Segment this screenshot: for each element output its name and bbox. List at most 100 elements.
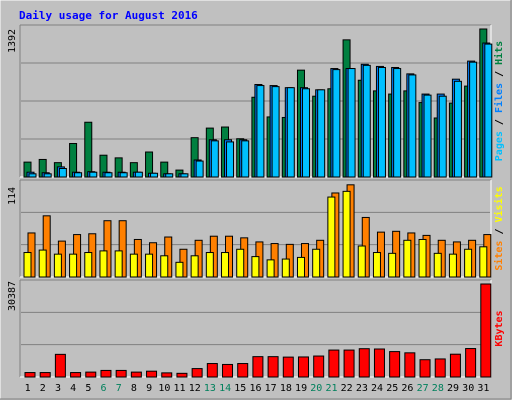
hits-side-label-separator: / [494,65,505,83]
day-label: 11 [174,383,186,394]
kbytes-bar [252,356,264,378]
kbytes-bar [313,355,325,378]
visits-side-label-visits: Visits [493,186,505,222]
pages-bar [317,89,326,178]
pages-bar [484,43,493,178]
sites-bar [357,245,366,278]
sites-bar [388,252,397,278]
sites-bar [53,253,62,278]
day-label: 24 [371,383,383,394]
sites-bar [464,248,473,278]
hits-bar [84,121,93,178]
day-label: 22 [341,383,353,394]
sites-bar [479,246,488,278]
kbytes-panel: 30387 KBytes [7,279,505,378]
day-label: 5 [85,383,91,394]
sites-bar [342,190,351,278]
kbytes-bar [404,352,416,378]
kbytes-bar [161,372,173,378]
day-label: 27 [417,383,429,394]
pages-bar [134,171,143,178]
pages-bar [332,69,341,178]
sites-bar [221,252,230,278]
pages-bar [180,173,189,178]
day-label: 8 [131,383,137,394]
day-label: 18 [280,383,292,394]
hits-side-label-hits: Hits [493,41,505,65]
day-label: 2 [40,383,46,394]
kbytes-bar [373,348,385,378]
day-label: 7 [116,383,122,394]
day-label: 29 [447,383,459,394]
hits-ymax-label: 1392 [7,29,18,53]
sites-bar [448,253,457,278]
hits-side-label-files: Files [493,83,505,113]
day-label: 13 [204,383,216,394]
sites-bar [114,250,123,278]
kbytes-bar [130,371,142,378]
visits-side-label-separator: / [494,222,505,240]
pages-bar [89,171,98,178]
hits-side-label-pages: Pages [494,131,505,161]
visits-side-label: Sites / Visits [493,186,505,270]
sites-bar [99,250,108,278]
sites-bar [190,255,199,278]
pages-bar [104,172,113,178]
day-label: 10 [158,383,170,394]
day-label: 16 [249,383,261,394]
kbytes-bar [343,349,355,378]
sites-bar [433,252,442,278]
kbytes-bar [297,356,309,378]
kbytes-side-label: KBytes [494,310,505,346]
pages-bar [377,66,386,178]
kbytes-bar [206,363,218,378]
kbytes-bar [237,363,249,378]
day-label: 15 [234,383,246,394]
hits-side-label: Pages / Files / Hits [493,41,505,161]
kbytes-bar [70,372,82,378]
kbytes-bar [480,283,492,378]
day-labels: 1 2 3 4 5 6 7 8 9 10 11 12 13 14 15 16 17 18 19 20 21 22 23 24 2… [25,383,490,394]
visits-sites-panel: 114 Sites / Visits [7,179,505,278]
pages-bar [210,140,219,178]
kbytes-bar [328,349,340,378]
day-label: 3 [55,383,61,394]
day-label: 21 [325,383,337,394]
day-label: 19 [295,383,307,394]
day-label: 31 [477,383,489,394]
kbytes-bar [267,356,279,378]
pages-bar [241,140,250,178]
kbytes-bar [449,353,461,378]
sites-bar [312,248,321,278]
pages-bar [347,68,356,178]
kbytes-bar [100,369,112,378]
kbytes-bar [24,372,36,378]
pages-bar [423,94,432,178]
sites-bar [145,253,154,278]
pages-bar [453,80,462,178]
sites-bar [129,253,138,278]
pages-bar [226,141,235,178]
sites-bar [23,252,32,278]
sites-bar [327,196,336,278]
day-label: 17 [265,383,277,394]
day-label: 9 [146,383,152,394]
sites-bar [403,239,412,278]
kbytes-bar [222,363,234,378]
kbytes-bar [191,368,203,378]
sites-bar [38,249,47,278]
pages-bar [165,173,174,178]
pages-bar [150,172,159,178]
sites-bar [69,253,78,278]
kbytes-side-label-kbytes: KBytes [494,310,505,346]
day-label: 26 [401,383,413,394]
day-label: 30 [462,383,474,394]
sites-bar [236,248,245,278]
pages-bar [362,64,371,178]
pages-bar [256,85,265,178]
day-label: 4 [70,383,76,394]
sites-bar [205,252,214,278]
kbytes-bar [146,370,158,378]
sites-bar [84,252,93,278]
